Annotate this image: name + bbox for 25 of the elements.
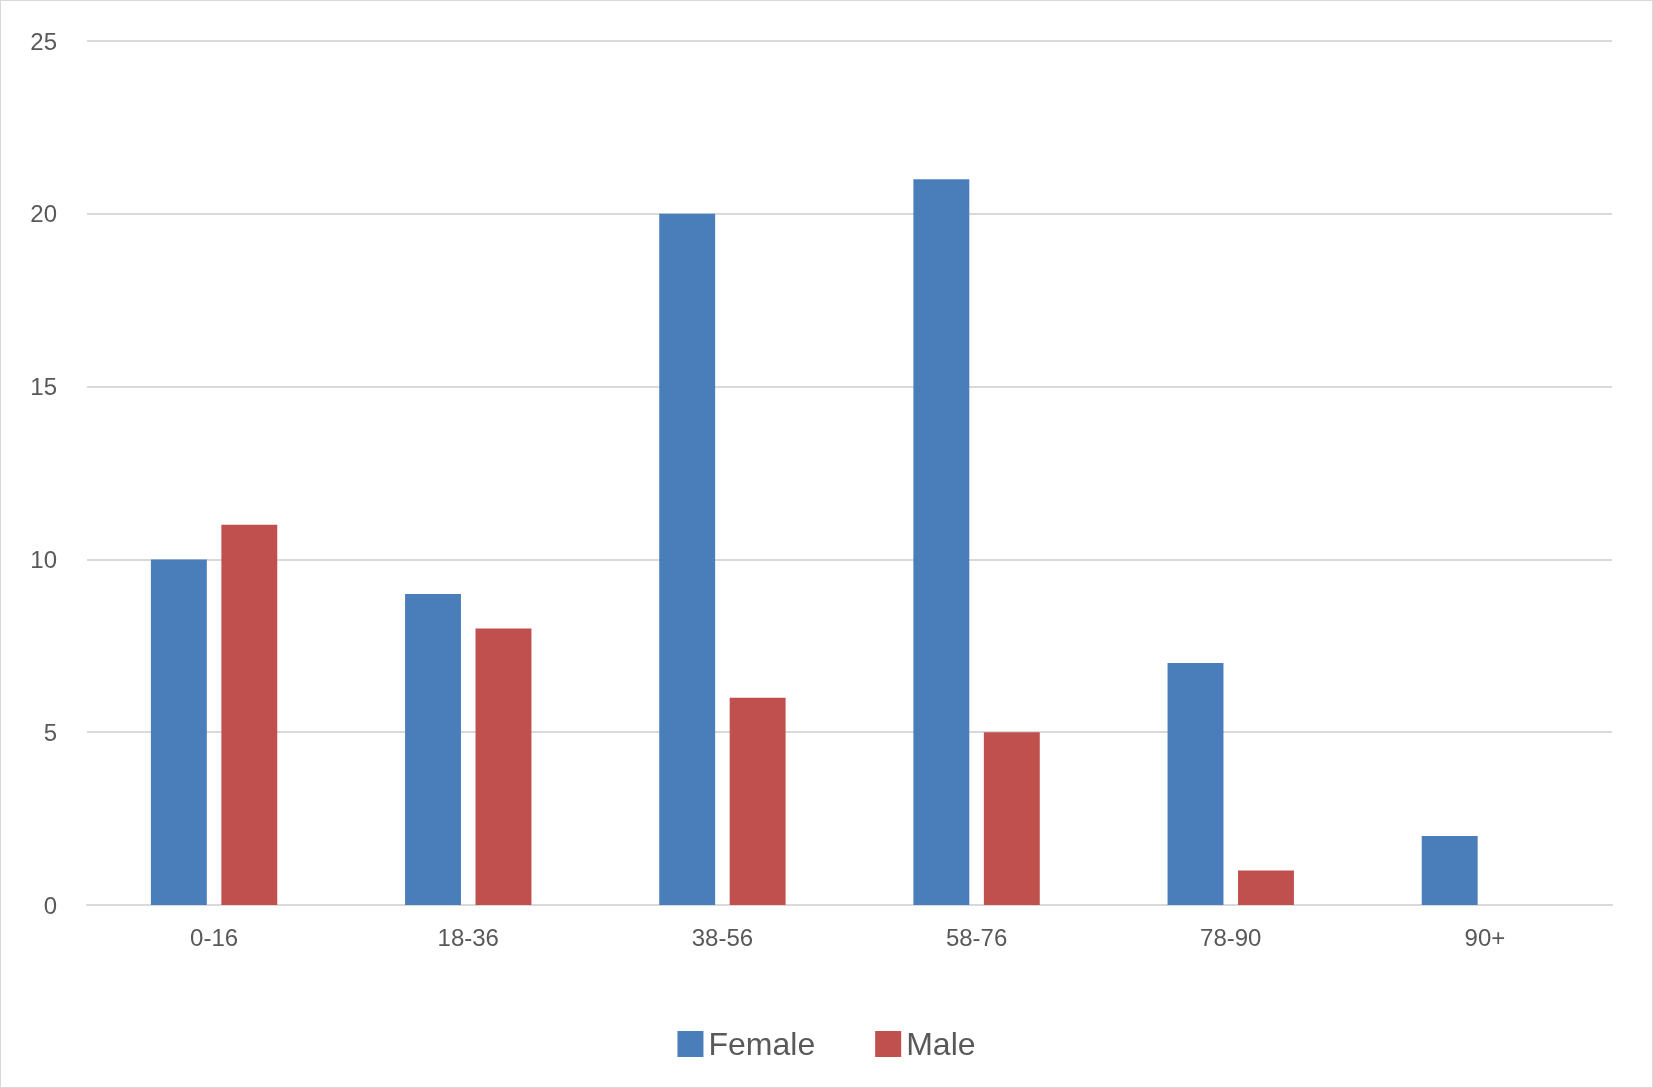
y-tick-label: 5 xyxy=(43,718,57,746)
legend-label: Male xyxy=(906,1026,976,1062)
y-tick-label: 20 xyxy=(30,200,57,228)
bar xyxy=(150,559,207,905)
bar xyxy=(1238,870,1294,905)
x-tick-label: 90+ xyxy=(1464,923,1506,951)
bar xyxy=(1167,663,1224,905)
bar xyxy=(475,628,532,905)
x-tick-label: 0-16 xyxy=(190,923,239,951)
x-tick-label: 58-76 xyxy=(945,923,1008,951)
x-tick-label: 38-56 xyxy=(691,923,754,951)
bar xyxy=(1421,835,1478,905)
y-tick-label: 25 xyxy=(30,27,57,55)
bar xyxy=(405,593,461,905)
y-tick-label: 0 xyxy=(43,891,57,919)
bar xyxy=(983,732,1040,905)
bar xyxy=(221,524,278,905)
x-tick-label: 18-36 xyxy=(437,923,499,951)
bar xyxy=(913,179,970,905)
y-tick-label: 10 xyxy=(30,545,57,573)
y-tick-label: 15 xyxy=(30,373,57,401)
bar xyxy=(729,697,786,905)
legend-label: Female xyxy=(708,1026,816,1062)
x-tick-label: 78-90 xyxy=(1200,923,1262,951)
bar xyxy=(659,213,716,905)
